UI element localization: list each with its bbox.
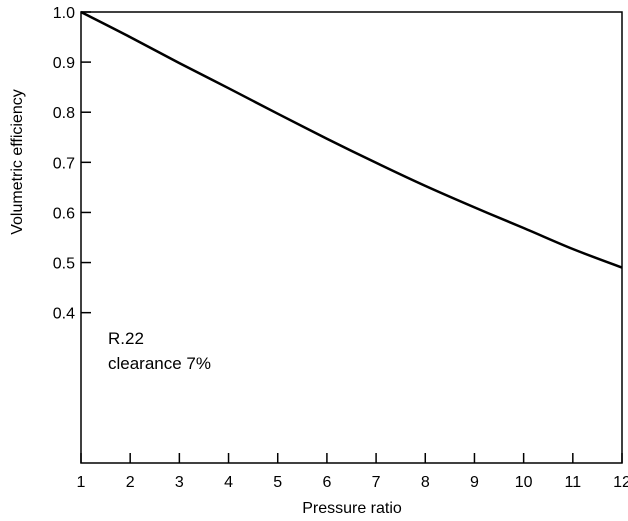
x-tick-label: 5 — [273, 474, 282, 491]
x-tick-label: 8 — [421, 474, 430, 491]
x-tick-label: 3 — [175, 474, 184, 491]
x-tick-label: 10 — [515, 474, 533, 491]
x-tick-label: 9 — [470, 474, 479, 491]
x-tick-label: 1 — [77, 474, 86, 491]
y-axis-ticks: 0.4 0.5 0.6 0.7 0.8 0.9 1.0 — [53, 5, 91, 323]
y-tick-label: 0.9 — [53, 55, 75, 72]
x-tick-label: 4 — [224, 474, 233, 491]
x-axis-title: Pressure ratio — [302, 500, 402, 517]
y-tick-label: 0.4 — [53, 306, 75, 323]
y-tick-label: 0.6 — [53, 205, 75, 222]
annotation-refrigerant: R.22 — [108, 329, 144, 348]
y-tick-label: 1.0 — [53, 5, 75, 22]
x-tick-label: 7 — [372, 474, 381, 491]
volumetric-efficiency-curve — [80, 10, 623, 269]
y-axis-title: Volumetric efficiency — [9, 89, 26, 235]
x-axis-ticks: 1 2 3 4 5 6 7 8 9 10 11 12 — [77, 453, 628, 491]
x-tick-label: 12 — [613, 474, 628, 491]
x-tick-label: 6 — [322, 474, 331, 491]
annotation-clearance: clearance 7% — [108, 354, 211, 373]
y-tick-label: 0.7 — [53, 155, 75, 172]
y-tick-label: 0.5 — [53, 256, 75, 273]
x-tick-label: 11 — [565, 474, 582, 491]
y-tick-label: 0.8 — [53, 105, 75, 122]
x-tick-label: 2 — [126, 474, 135, 491]
plot-frame — [80, 11, 623, 464]
